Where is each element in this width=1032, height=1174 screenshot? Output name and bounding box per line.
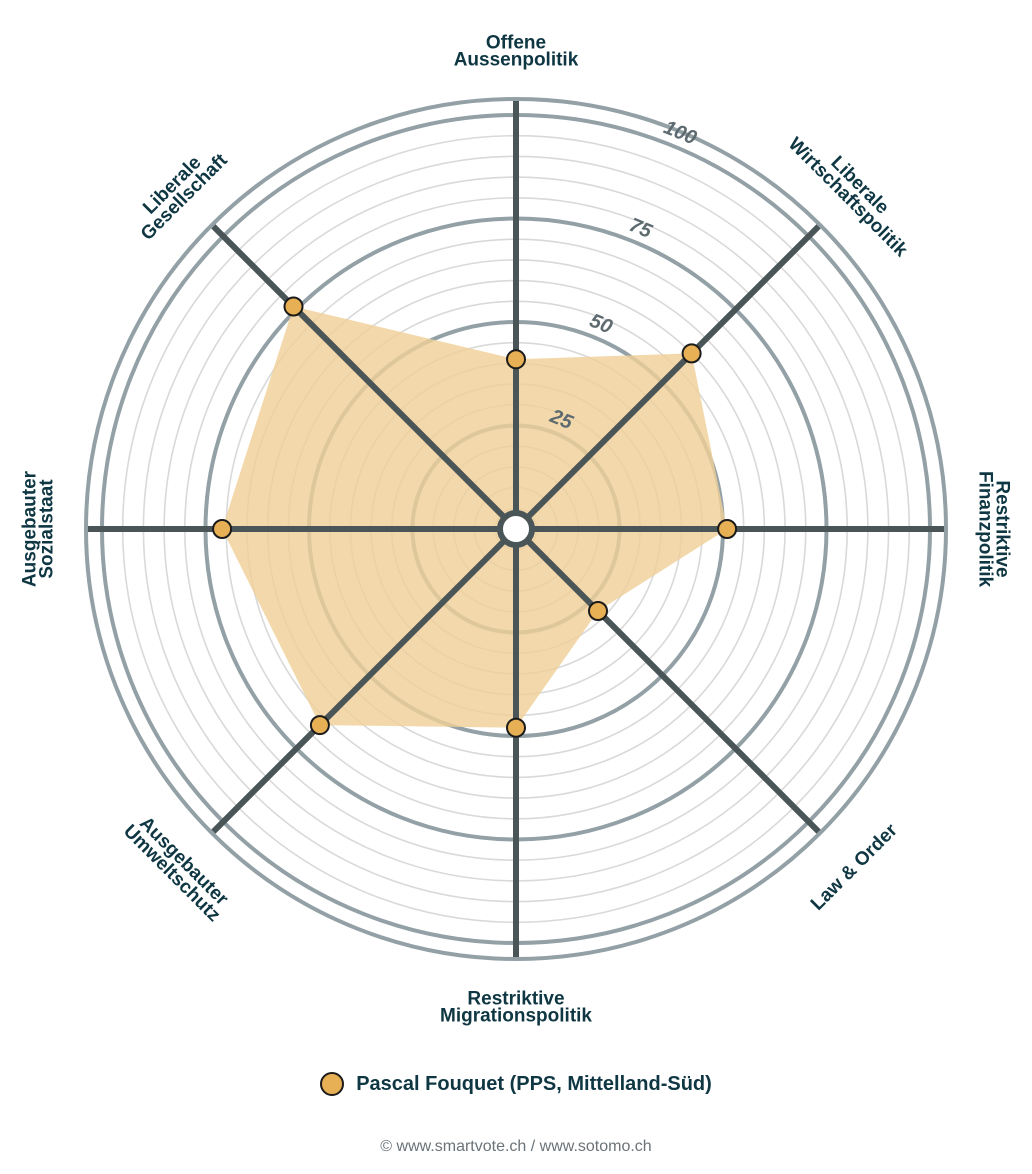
axis-label-text: AusgebauterSozialstaat (20, 470, 58, 587)
axis-label-text: RestriktiveFinanzpolitik (975, 471, 1013, 588)
data-markers (212, 296, 738, 738)
data-point[interactable] (212, 519, 233, 539)
series-area (222, 306, 728, 728)
axis-label-line: Restriktive (467, 989, 564, 1010)
center-hub (497, 510, 535, 548)
legend-marker-icon (320, 1072, 345, 1096)
axis-label-line: Migrationspolitik (440, 1006, 592, 1027)
axis-label-line: Ausgebauter (20, 470, 41, 587)
axis-label-line: Restriktive (992, 480, 1013, 577)
axis-label-text: Offene Aussenpolitik (454, 33, 579, 71)
axis-spoke (211, 224, 519, 532)
data-point[interactable] (283, 296, 304, 317)
legend-item[interactable]: Pascal Fouquet (PPS, Mittelland-Süd) (320, 1072, 712, 1096)
data-point[interactable] (681, 343, 702, 364)
axis-label: RestriktiveFinanzpolitik (975, 471, 1013, 588)
axis-label-line: Sozialstaat (37, 479, 58, 579)
data-point[interactable] (588, 601, 608, 621)
axis-label-line: Finanzpolitik (975, 471, 996, 588)
legend-label: Pascal Fouquet (PPS, Mittelland-Süd) (356, 1072, 712, 1095)
axis-label: Restriktive Migrationspolitik (440, 989, 592, 1027)
axis-spoke (513, 526, 821, 834)
axis-label-line: Aussenpolitik (454, 50, 579, 71)
outer-ring (84, 97, 948, 961)
data-point[interactable] (717, 519, 738, 539)
data-point[interactable] (506, 717, 526, 738)
axis-spoke (513, 224, 821, 532)
axis-label-line: Offene (486, 33, 546, 54)
data-area (222, 306, 728, 728)
axis-label: Offene Aussenpolitik (454, 33, 579, 71)
legend: Pascal Fouquet (PPS, Mittelland-Süd) (0, 1072, 1032, 1101)
footer-credit: © www.smartvote.ch / www.sotomo.ch (380, 1138, 652, 1155)
axis-label: AusgebauterSozialstaat (20, 470, 58, 587)
axis-spoke (211, 526, 519, 834)
data-point[interactable] (309, 715, 330, 736)
data-point[interactable] (506, 349, 526, 370)
axis-label-text: Restriktive Migrationspolitik (440, 989, 592, 1027)
axes (88, 101, 944, 957)
